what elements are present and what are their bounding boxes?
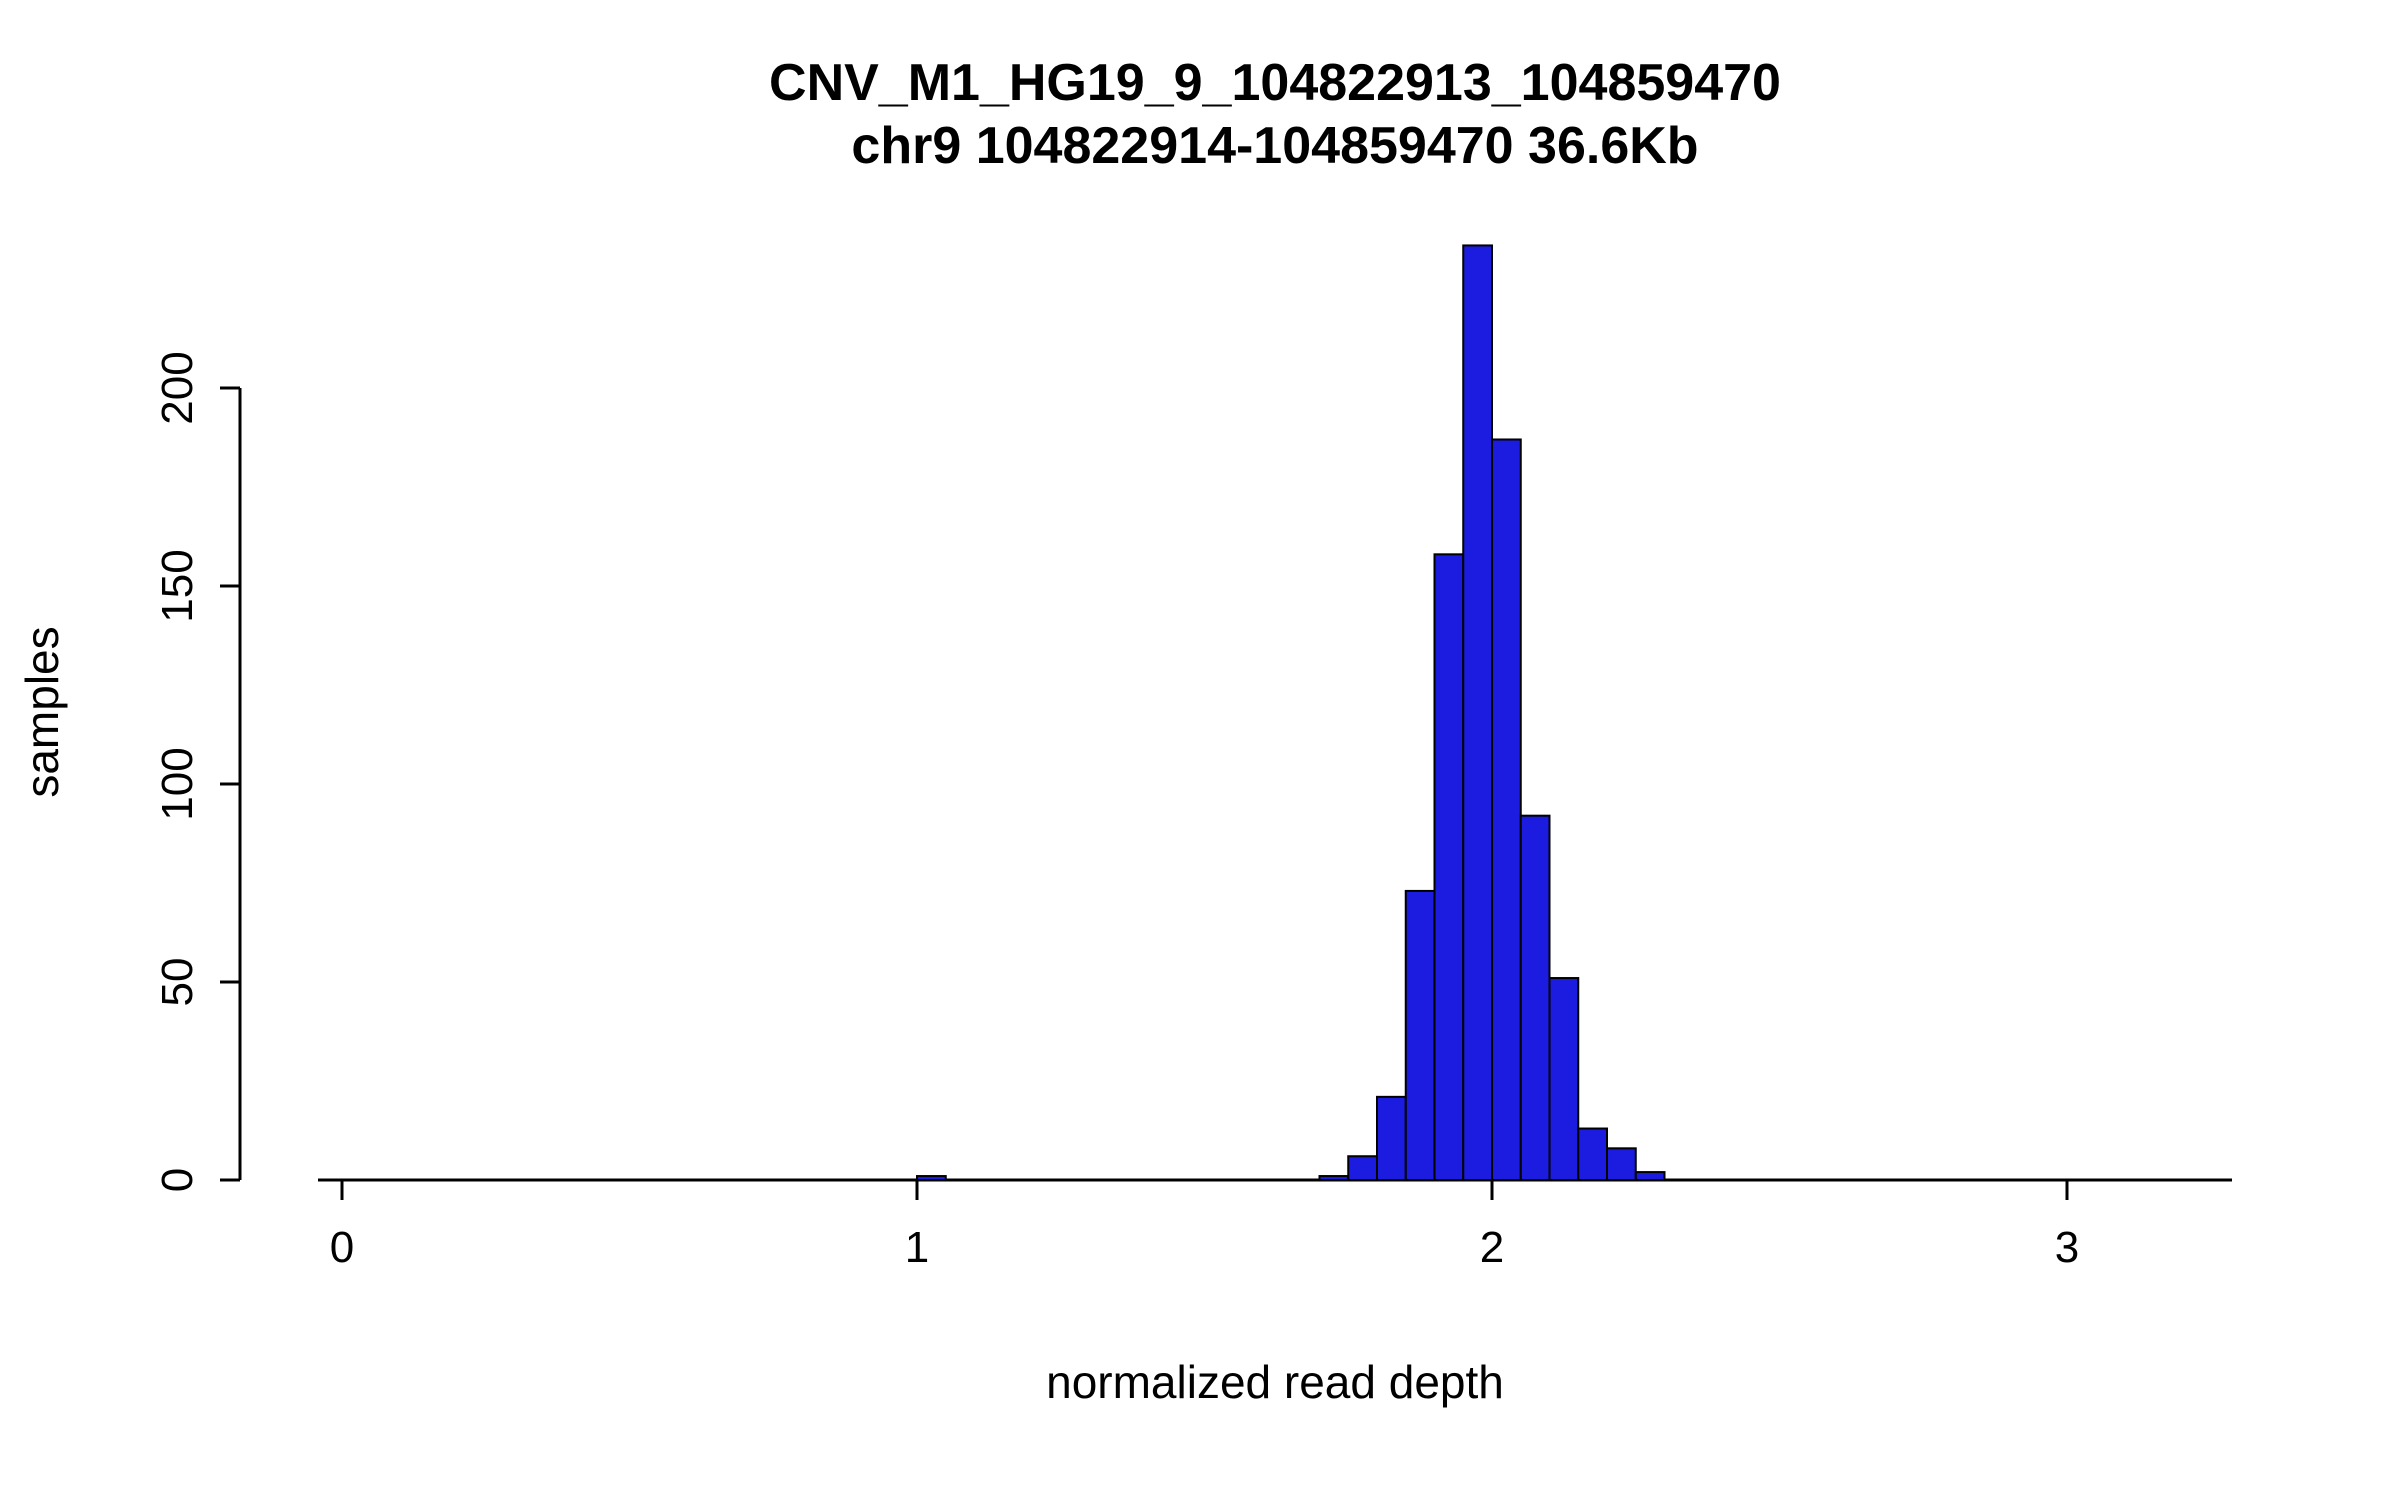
x-axis-label: normalized read depth (1046, 1356, 1504, 1408)
histogram-bar (1347, 1155, 1378, 1181)
x-tick-label: 0 (330, 1223, 354, 1272)
histogram-bar (1577, 1127, 1608, 1182)
histogram-bar (1519, 814, 1551, 1181)
chart-subtitle: chr9 104822914-104859470 36.6Kb (851, 117, 1699, 176)
histogram-bar (916, 1175, 947, 1182)
chart-title: CNV_M1_HG19_9_104822913_104859470 (769, 54, 1781, 112)
y-tick-label: 50 (153, 958, 202, 1007)
histogram-bar (1548, 977, 1580, 1181)
y-tick-label: 200 (153, 351, 202, 424)
histogram-bar (1433, 553, 1465, 1181)
y-axis-label: samples (16, 626, 68, 798)
y-tick-label: 150 (153, 549, 202, 622)
y-tick-label: 0 (153, 1168, 202, 1192)
histogram-bar (1404, 889, 1436, 1181)
histogram-bar (1634, 1171, 1666, 1181)
histogram-bar (1318, 1175, 1350, 1182)
histogram-bar (1462, 244, 1493, 1181)
histogram-bar (1376, 1095, 1407, 1181)
histogram-bar (1491, 438, 1522, 1182)
chart-title-block: CNV_M1_HG19_9_104822913_104859470 chr9 1… (318, 52, 2232, 179)
x-tick-label: 1 (905, 1223, 929, 1272)
y-tick-label: 100 (153, 747, 202, 820)
histogram-bar (1606, 1147, 1637, 1181)
x-tick-label: 2 (1480, 1223, 1504, 1272)
x-tick-label: 3 (2055, 1223, 2079, 1272)
